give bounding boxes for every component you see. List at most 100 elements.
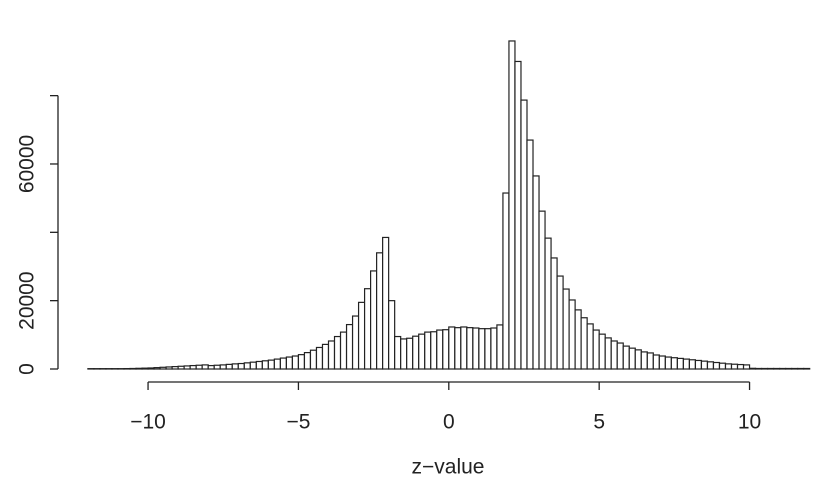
bar xyxy=(322,344,328,369)
bar xyxy=(701,361,707,369)
bar xyxy=(431,332,437,369)
bar xyxy=(148,368,154,369)
bar xyxy=(413,336,419,369)
bar xyxy=(286,357,292,369)
bar xyxy=(238,364,244,369)
bar xyxy=(232,364,238,369)
bar xyxy=(280,358,286,369)
bar xyxy=(744,365,750,369)
bar xyxy=(768,368,774,369)
bar xyxy=(220,365,226,369)
bar xyxy=(762,368,768,369)
bar xyxy=(371,271,377,369)
bar xyxy=(738,365,744,369)
bar xyxy=(178,366,184,369)
bar xyxy=(671,358,677,369)
bar xyxy=(365,289,371,369)
bar xyxy=(521,100,527,369)
bar xyxy=(599,334,605,369)
bar xyxy=(689,360,695,369)
y-tick-label: 20000 xyxy=(16,271,39,329)
bar xyxy=(695,360,701,369)
bar xyxy=(304,353,310,369)
bar xyxy=(208,366,214,369)
bar xyxy=(707,362,713,369)
bar xyxy=(196,365,202,369)
x-axis-label: z−value xyxy=(412,456,485,479)
bar xyxy=(575,310,581,369)
bar xyxy=(310,350,316,369)
bar xyxy=(804,368,810,369)
bar xyxy=(250,362,256,369)
bar xyxy=(719,363,725,369)
bar xyxy=(503,193,509,369)
bar xyxy=(515,61,521,369)
bar xyxy=(353,316,359,369)
bar xyxy=(539,211,545,369)
bar xyxy=(780,368,786,369)
bar xyxy=(395,337,401,369)
bar xyxy=(497,325,503,369)
x-tick-label: −5 xyxy=(286,411,310,434)
bar xyxy=(359,302,365,369)
bar xyxy=(316,347,322,369)
bar xyxy=(587,324,593,369)
bar xyxy=(677,358,683,369)
bar xyxy=(347,325,353,369)
bar xyxy=(563,289,569,369)
bar xyxy=(461,327,467,369)
bar xyxy=(154,368,160,369)
bar xyxy=(443,330,449,369)
bar xyxy=(455,328,461,369)
bar xyxy=(713,363,719,369)
y-tick-label: 0 xyxy=(16,363,39,375)
bar xyxy=(786,368,792,369)
bar xyxy=(617,343,623,369)
bar xyxy=(136,368,142,369)
x-tick-label: 0 xyxy=(443,411,455,434)
bar xyxy=(190,366,196,369)
bar xyxy=(449,327,455,369)
bar xyxy=(244,363,250,369)
bar xyxy=(641,352,647,369)
bar xyxy=(629,348,635,369)
bar xyxy=(527,140,533,369)
x-tick-label: 10 xyxy=(738,411,761,434)
bar xyxy=(473,328,479,369)
bar xyxy=(341,332,347,369)
bar xyxy=(172,367,178,369)
bar xyxy=(683,359,689,369)
bar xyxy=(214,365,220,369)
bar xyxy=(665,357,671,369)
x-tick-label: −10 xyxy=(130,411,166,434)
bar xyxy=(226,364,232,369)
bar xyxy=(750,368,756,369)
bar xyxy=(635,350,641,369)
bar xyxy=(593,330,599,369)
bar xyxy=(798,368,804,369)
bar xyxy=(551,258,557,369)
bar xyxy=(659,356,665,369)
bar xyxy=(605,338,611,369)
bar xyxy=(611,341,617,369)
bar xyxy=(274,359,280,369)
bar xyxy=(437,330,443,369)
x-tick-label: 5 xyxy=(593,411,605,434)
bar xyxy=(569,300,575,369)
bar xyxy=(130,368,136,369)
bar xyxy=(479,329,485,369)
bar xyxy=(425,332,431,369)
bar xyxy=(485,329,491,369)
bar xyxy=(142,368,148,369)
bar xyxy=(545,238,551,369)
bar xyxy=(377,253,383,369)
bar xyxy=(725,364,731,369)
bar xyxy=(202,365,208,369)
bar xyxy=(160,367,166,369)
bar xyxy=(292,356,298,369)
bar xyxy=(467,328,473,369)
bar xyxy=(509,41,515,369)
bar xyxy=(491,328,497,369)
bar xyxy=(792,368,798,369)
